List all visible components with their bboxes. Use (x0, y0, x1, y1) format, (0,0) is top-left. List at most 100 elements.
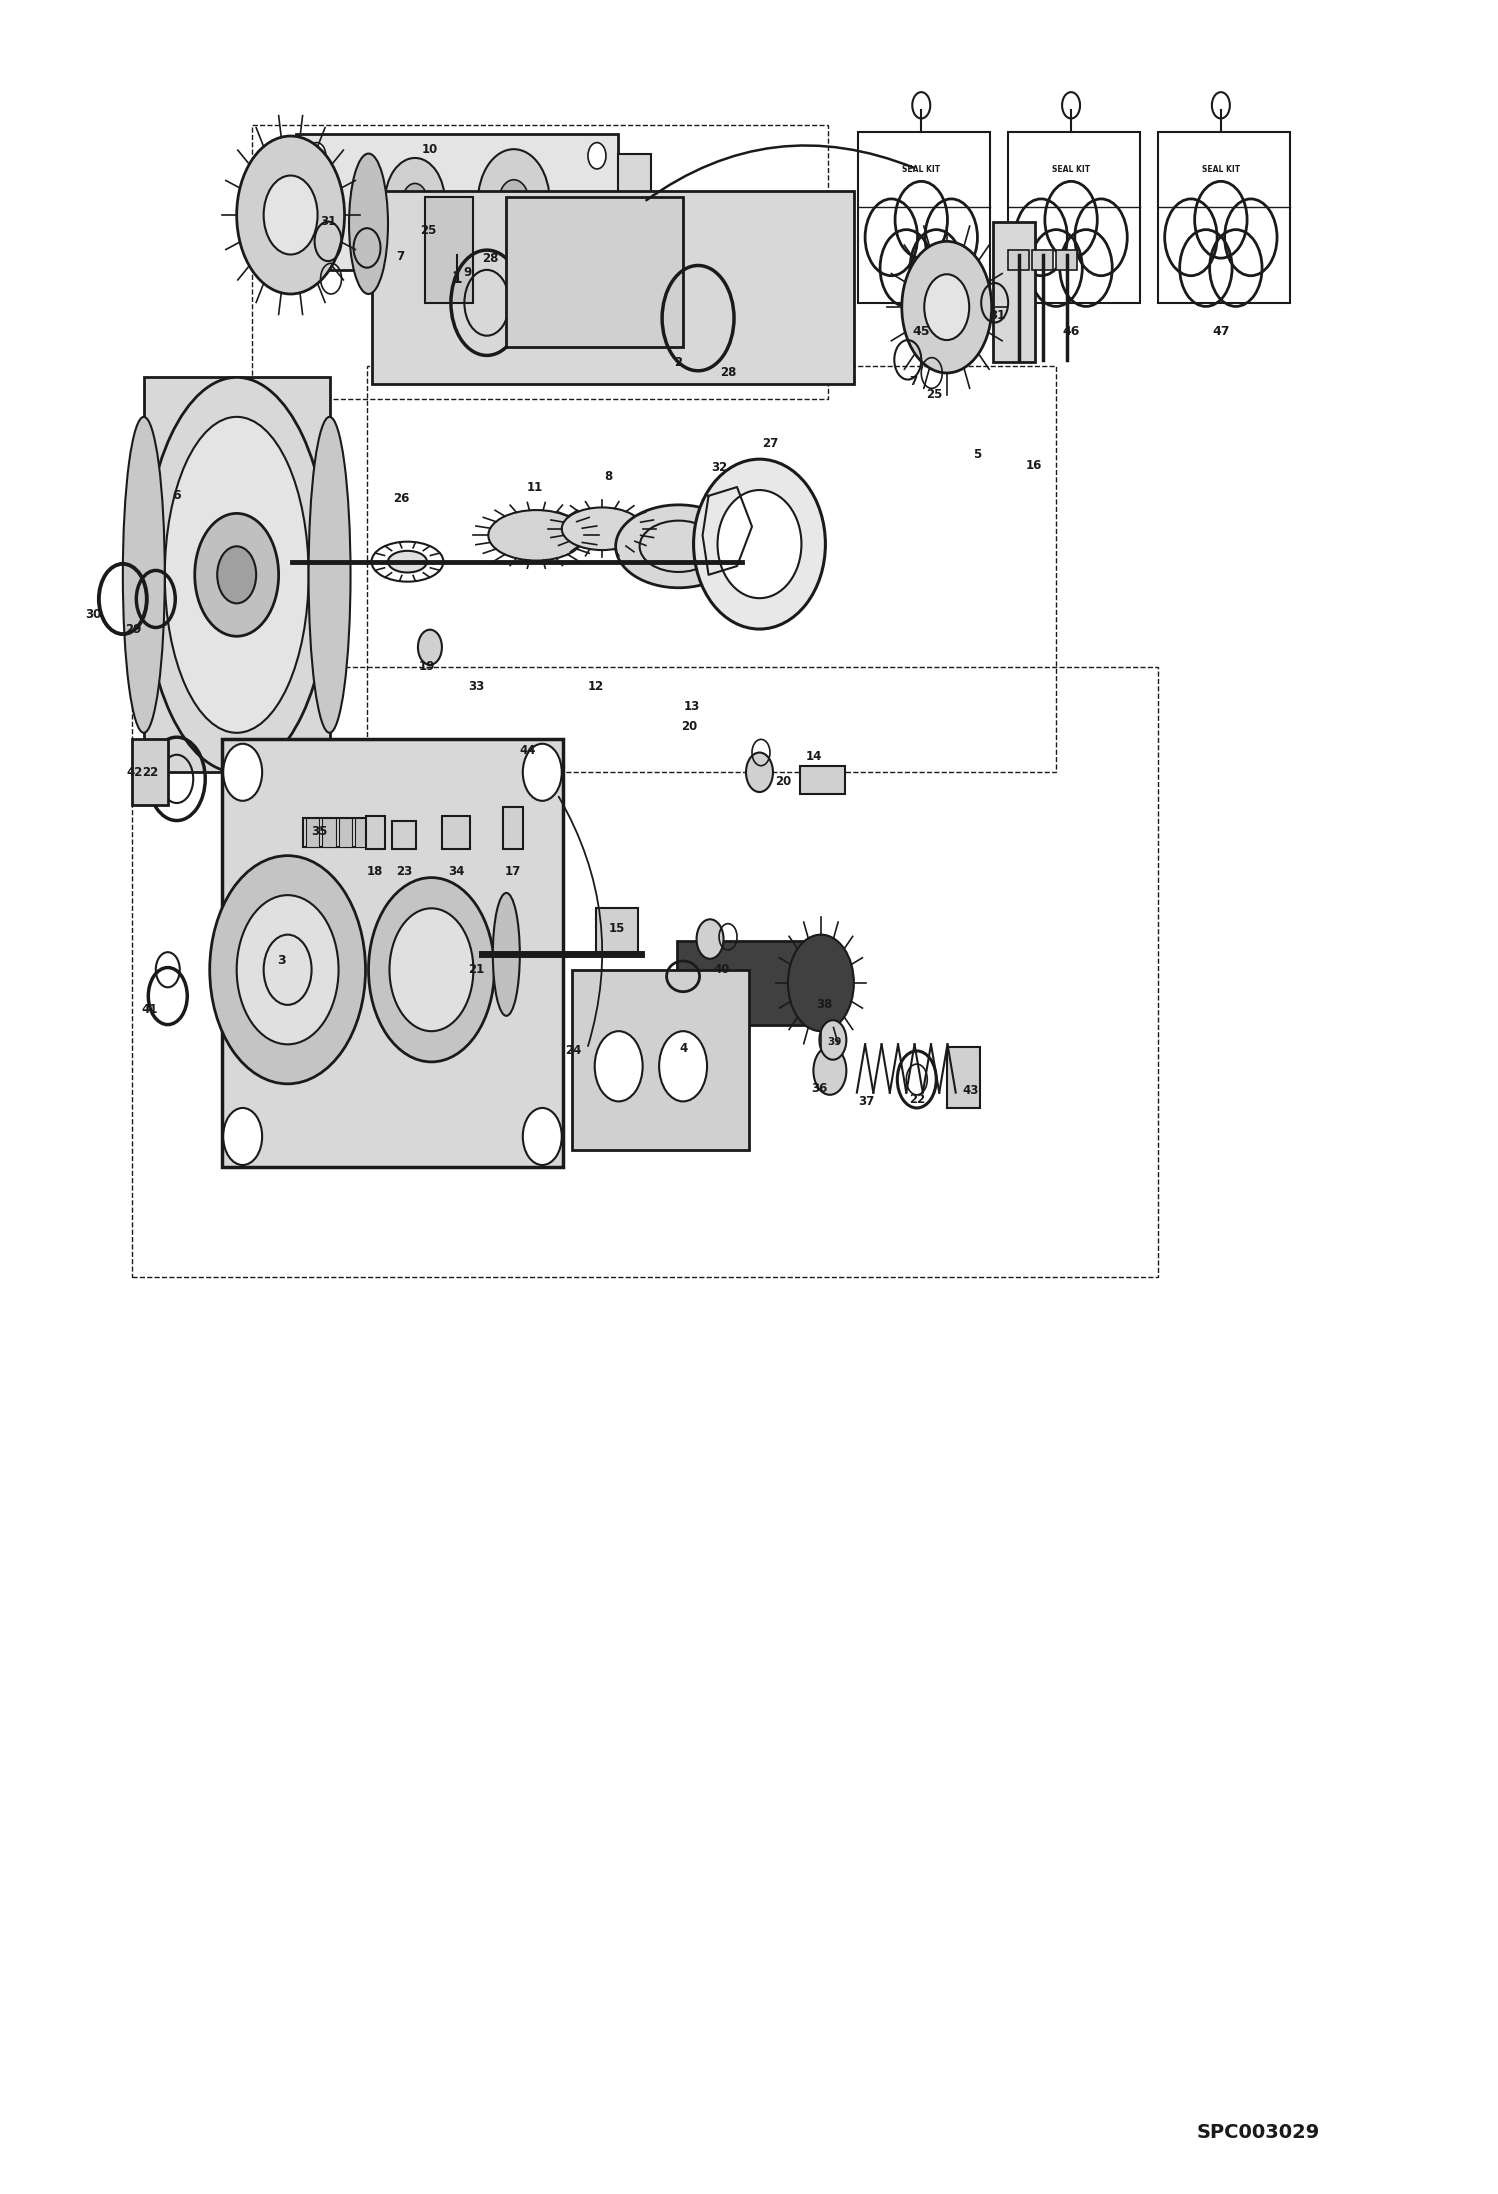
Ellipse shape (349, 154, 388, 294)
Circle shape (819, 1020, 846, 1060)
Text: 7: 7 (909, 375, 918, 388)
Text: 24: 24 (566, 1044, 581, 1058)
Bar (222, 739, 563, 1167)
Ellipse shape (568, 228, 658, 347)
Text: SPC003029: SPC003029 (1197, 2124, 1320, 2141)
Text: 27: 27 (762, 437, 777, 450)
Bar (297, 134, 617, 270)
Text: 35: 35 (312, 825, 327, 838)
Text: 9: 9 (463, 265, 472, 279)
Text: 39: 39 (827, 1038, 842, 1047)
Circle shape (587, 143, 605, 169)
Text: 25: 25 (421, 224, 436, 237)
Text: 14: 14 (806, 750, 821, 764)
Text: 32: 32 (712, 461, 727, 474)
Circle shape (403, 184, 427, 219)
Text: 18: 18 (367, 864, 383, 878)
Text: 4: 4 (679, 1042, 688, 1055)
Circle shape (418, 630, 442, 665)
Circle shape (697, 919, 724, 959)
Bar (355, 818, 369, 847)
Ellipse shape (493, 893, 520, 1016)
Bar (572, 970, 749, 1150)
Text: 2: 2 (674, 355, 683, 369)
Circle shape (523, 744, 562, 801)
Circle shape (223, 1108, 262, 1165)
Circle shape (587, 235, 605, 261)
Ellipse shape (718, 489, 801, 599)
Circle shape (499, 180, 529, 224)
Circle shape (223, 744, 262, 801)
Bar (425, 197, 473, 303)
Ellipse shape (616, 505, 742, 588)
Polygon shape (703, 487, 752, 575)
Text: 7: 7 (395, 250, 404, 263)
Bar (303, 818, 369, 847)
Circle shape (924, 274, 969, 340)
Ellipse shape (694, 459, 825, 630)
Bar (442, 816, 470, 849)
Bar (1032, 250, 1053, 270)
Text: 1: 1 (451, 272, 463, 285)
Bar (366, 816, 385, 849)
Circle shape (385, 158, 445, 246)
Text: 37: 37 (858, 1095, 873, 1108)
Text: SEAL KIT: SEAL KIT (1052, 165, 1091, 173)
Text: 33: 33 (469, 680, 484, 693)
Circle shape (478, 149, 550, 255)
Text: 20: 20 (682, 720, 697, 733)
Bar (372, 191, 854, 384)
Circle shape (746, 753, 773, 792)
Text: 36: 36 (812, 1082, 827, 1095)
Text: 40: 40 (715, 963, 730, 976)
Ellipse shape (488, 509, 584, 562)
Bar (1056, 250, 1077, 270)
Text: 31: 31 (321, 215, 336, 228)
Text: 13: 13 (685, 700, 700, 713)
Text: 28: 28 (482, 252, 497, 265)
Circle shape (237, 136, 345, 294)
Bar (800, 766, 845, 794)
Text: 34: 34 (448, 864, 464, 878)
Text: SEAL KIT: SEAL KIT (902, 165, 941, 173)
Text: 15: 15 (610, 921, 625, 935)
Text: 11: 11 (527, 480, 542, 494)
Bar (132, 739, 168, 805)
FancyArrowPatch shape (647, 145, 914, 200)
Bar (596, 908, 638, 952)
Bar (947, 1047, 980, 1108)
Circle shape (369, 878, 494, 1062)
Text: 29: 29 (126, 623, 141, 636)
Text: 19: 19 (419, 660, 434, 674)
Text: 10: 10 (422, 143, 437, 156)
Bar (339, 818, 352, 847)
Text: 20: 20 (776, 774, 791, 788)
Bar (306, 818, 319, 847)
Bar (858, 132, 990, 303)
Bar (1158, 132, 1290, 303)
Ellipse shape (309, 417, 351, 733)
Bar (392, 821, 416, 849)
Bar (506, 197, 683, 347)
Circle shape (813, 1047, 846, 1095)
Circle shape (309, 143, 327, 169)
Bar (144, 377, 330, 772)
Bar (1008, 132, 1140, 303)
Circle shape (217, 546, 256, 603)
Text: 26: 26 (394, 491, 409, 505)
Text: 23: 23 (397, 864, 412, 878)
Circle shape (595, 1031, 643, 1101)
Circle shape (195, 513, 279, 636)
Text: 44: 44 (518, 744, 536, 757)
Text: 6: 6 (172, 489, 181, 502)
Bar (677, 941, 824, 1025)
Bar (132, 667, 1158, 1277)
Ellipse shape (388, 551, 427, 573)
Text: 12: 12 (589, 680, 604, 693)
Circle shape (659, 1031, 707, 1101)
Circle shape (389, 908, 473, 1031)
Text: 42: 42 (127, 766, 142, 779)
Circle shape (523, 1108, 562, 1165)
Ellipse shape (144, 377, 330, 772)
Circle shape (902, 241, 992, 373)
